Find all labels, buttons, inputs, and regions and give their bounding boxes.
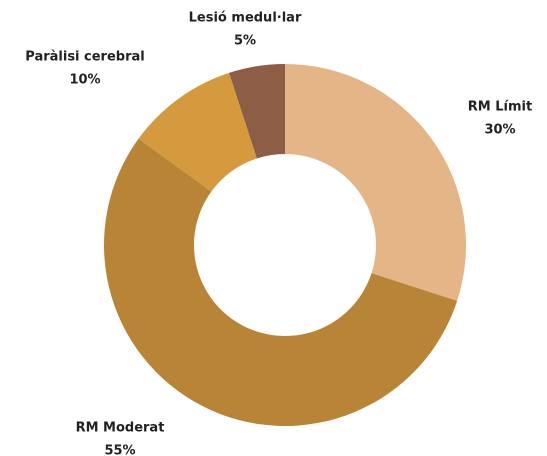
slice-label: RM Límit xyxy=(468,100,532,115)
slice-label: RM Moderat xyxy=(76,421,165,436)
slice-value: 5% xyxy=(234,34,256,49)
donut-slice xyxy=(229,64,285,159)
slice-value: 55% xyxy=(104,444,135,456)
slice-label: Lesió medul·lar xyxy=(189,11,302,26)
donut-slice xyxy=(285,64,467,301)
donut-slice xyxy=(104,138,458,426)
slice-value: 10% xyxy=(69,73,100,88)
slice-label: Paràlisi cerebral xyxy=(25,50,144,65)
slice-value: 30% xyxy=(484,123,515,138)
donut-slice xyxy=(138,72,257,192)
